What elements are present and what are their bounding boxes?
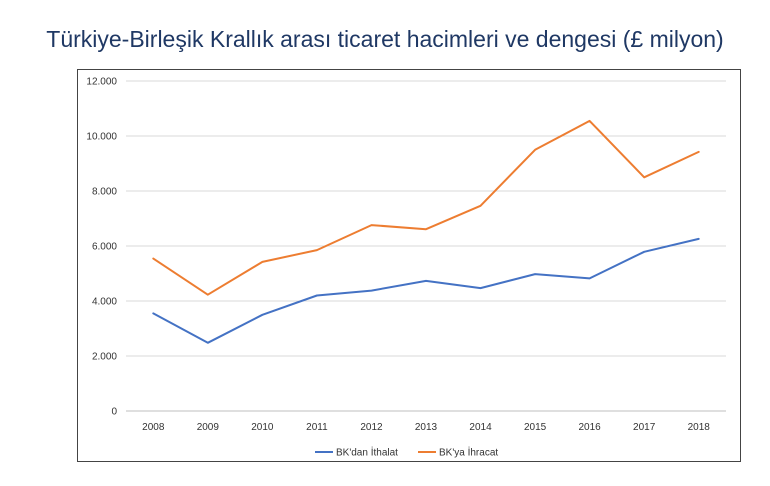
x-axis-tick-labels: 2008 2009 2010 2011 2012 2013 2014 2015 2016 2017… — [142, 422, 710, 433]
x-tick-label: 2008 — [142, 422, 165, 433]
y-axis-tick-labels: 0 2.000 4.000 6.000 8.000 10.000 12.000 — [86, 77, 117, 418]
gridlines — [126, 80, 726, 412]
series-line-0 — [152, 237, 700, 344]
chart-frame — [77, 69, 741, 462]
chart-title: Türkiye-Birleşik Krallık arası ticaret h… — [46, 26, 724, 52]
x-tick-label: 2013 — [415, 422, 438, 433]
x-tick-label: 2010 — [251, 422, 274, 433]
legend-label: BK'dan İthalat — [336, 446, 398, 459]
y-tick-label: 2.000 — [92, 352, 117, 363]
y-tick-label: 4.000 — [92, 297, 117, 308]
y-tick-label: 8.000 — [92, 187, 117, 198]
series-lines — [152, 119, 700, 344]
y-tick-label: 0 — [111, 407, 117, 418]
legend: BK'dan İthalat BK'ya İhracat — [315, 446, 498, 459]
x-tick-label: 2016 — [579, 422, 602, 433]
x-tick-label: 2011 — [306, 422, 328, 433]
series-line-1 — [152, 119, 700, 296]
legend-label: BK'ya İhracat — [439, 446, 498, 459]
x-tick-label: 2017 — [633, 422, 656, 433]
x-tick-label: 2014 — [469, 422, 492, 433]
y-tick-label: 6.000 — [92, 242, 117, 253]
x-tick-label: 2018 — [688, 422, 711, 433]
y-tick-label: 12.000 — [86, 77, 117, 88]
y-tick-label: 10.000 — [86, 132, 117, 143]
x-tick-label: 2015 — [524, 422, 547, 433]
x-tick-label: 2012 — [360, 422, 383, 433]
x-tick-label: 2009 — [197, 422, 220, 433]
